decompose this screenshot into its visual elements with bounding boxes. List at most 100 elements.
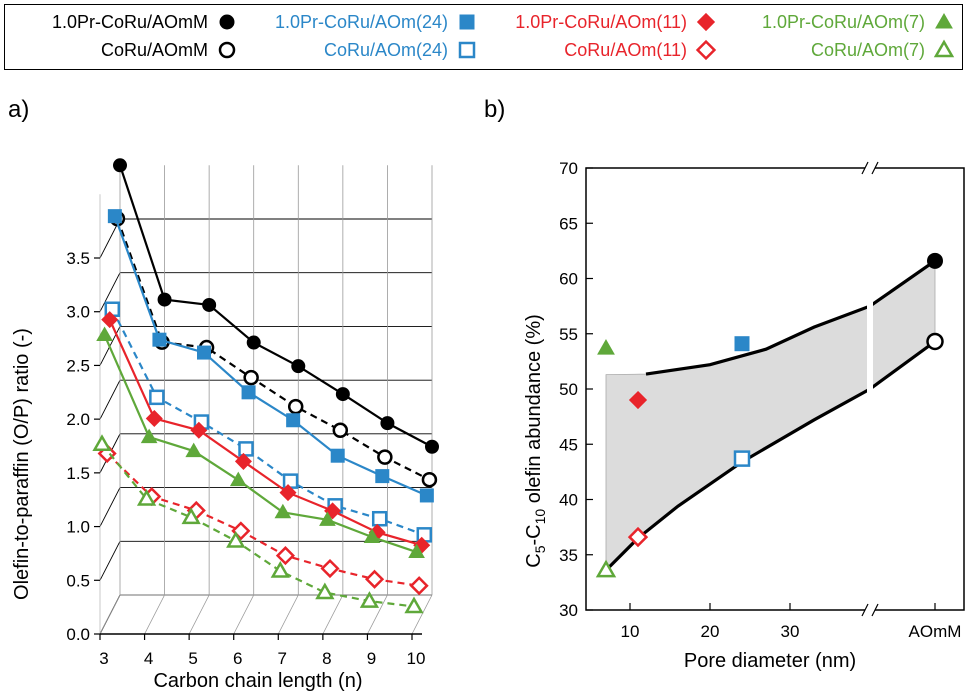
- chart-b-y-axis-label: C5-C10 olefin abundance (%): [523, 314, 548, 568]
- grid-line: [233, 594, 255, 635]
- legend-item-coru-aom-7: CoRu/AOm(7): [811, 39, 955, 61]
- legend-marker-circle: [218, 41, 236, 59]
- grid-line: [144, 594, 165, 635]
- series-line: [108, 319, 423, 547]
- axis-break-mark: [865, 607, 875, 613]
- triangle-marker-icon: [933, 39, 955, 58]
- chart-a-y-axis-label: Olefin-to-paraffin (O/P) ratio (-): [11, 328, 33, 600]
- axis-break-mark: [861, 161, 869, 175]
- data-point: [287, 398, 304, 415]
- data-point: [140, 428, 158, 444]
- x-tick-label: 3: [99, 649, 108, 668]
- data-point: [231, 521, 251, 541]
- y-tick-label: 0.0: [66, 625, 90, 644]
- data-point: [136, 489, 157, 506]
- data-point-coru-aom-7: [595, 559, 617, 578]
- circle-marker-icon: [218, 41, 236, 59]
- y-tick-label: 2.0: [66, 410, 90, 429]
- square-marker-icon: [459, 14, 475, 30]
- x-tick-label: 9: [367, 649, 376, 668]
- x-tick-label: 5: [188, 649, 197, 668]
- x-tick-label: 20: [701, 622, 720, 641]
- chart-a-series: [92, 158, 439, 614]
- x-tick-label: 10: [621, 622, 640, 641]
- data-point: [270, 561, 290, 578]
- chart-b-shaded-region: [604, 259, 936, 572]
- series-line: [103, 334, 417, 554]
- legend-marker-circle: [219, 14, 235, 30]
- chart-b-y-axis-label-sub2: 10: [532, 509, 548, 525]
- axis-break-mark: [871, 161, 879, 175]
- data-point: [190, 421, 208, 439]
- data-point: [238, 441, 254, 457]
- x-tick-label: 10: [407, 649, 426, 668]
- data-point: [421, 471, 438, 488]
- data-point: [243, 369, 259, 386]
- y-tick-label: 55: [559, 325, 578, 344]
- legend-marker-square: [458, 41, 476, 59]
- data-point: [404, 596, 424, 614]
- data-point-1-0pr-coru-aom-24: [734, 336, 750, 352]
- legend-label: CoRu/AOm(11): [564, 39, 687, 60]
- grid-line: [188, 594, 210, 635]
- x-tick-label: 30: [781, 622, 800, 641]
- data-point: [332, 422, 349, 439]
- chart-a-olefin-paraffin-ratio: 0.0 0.5 1.0 1.5 2.0 2.5 3.0 3.5 3 4 5 6 7 8 9 10 Carbon…: [11, 158, 439, 691]
- x-tick-label: 8: [322, 649, 331, 668]
- x-tick-label: 6: [233, 649, 242, 668]
- data-point: [409, 576, 429, 596]
- data-point: [425, 439, 439, 454]
- chart-b-olefin-abundance: 30 35 40 45 50 55 60 65 70 10 20 30 AOmM Pore diamet…: [523, 159, 965, 672]
- chart-b-y-axis-label-rest: olefin abundance (%): [523, 314, 545, 509]
- data-point-1-0pr-coru-aom-7: [597, 339, 615, 355]
- data-point-coru-aomm: [926, 332, 944, 351]
- grid-line: [99, 594, 121, 635]
- triangle-marker-icon: [935, 12, 953, 29]
- data-point: [234, 452, 252, 470]
- data-point: [335, 387, 350, 402]
- chart-b-y-axis-label-sub1: 5: [532, 545, 548, 553]
- data-point: [275, 546, 295, 566]
- grid-line: [277, 594, 299, 635]
- y-tick-label: 3.5: [66, 249, 90, 268]
- data-point: [279, 484, 297, 502]
- data-point: [319, 511, 336, 526]
- grid-line: [367, 594, 388, 635]
- data-point: [419, 488, 434, 503]
- chart-b-y-axis-label-mid: -C: [523, 524, 545, 545]
- axis-break-gap: [867, 278, 873, 412]
- y-tick-label: 35: [559, 546, 578, 565]
- series-line: [118, 164, 433, 448]
- data-point: [229, 471, 247, 487]
- data-point: [380, 416, 395, 431]
- series-1-0pr-coru-aomm: [113, 158, 439, 454]
- data-point: [365, 569, 385, 589]
- data-point: [315, 582, 335, 600]
- y-tick-label: 1.5: [66, 464, 90, 483]
- legend-label: CoRu/AOmM: [100, 39, 208, 60]
- panel-label-a: a): [8, 96, 30, 123]
- y-tick-label: 0.5: [66, 571, 90, 590]
- y-tick-label: 3.0: [66, 303, 90, 322]
- y-tick-label: 45: [559, 435, 578, 454]
- series-1-0pr-coru-aom-24: [107, 209, 434, 503]
- x-tick-label: 4: [144, 649, 153, 668]
- circle-marker-icon: [219, 14, 235, 30]
- chart-b-points: [595, 252, 944, 578]
- data-point: [375, 469, 390, 484]
- y-tick-label: 2.5: [66, 356, 90, 375]
- data-point-coru-aom-24: [733, 450, 751, 467]
- grid-line: [99, 272, 121, 312]
- legend-label: CoRu/AOm(7): [810, 39, 925, 60]
- legend-marker-triangle: [933, 39, 955, 58]
- legend-item-coru-aom-24: CoRu/AOm(24): [324, 39, 478, 61]
- data-point: [101, 311, 119, 329]
- axis-break-mark: [871, 603, 879, 617]
- data-point: [149, 389, 165, 406]
- legend-marker-triangle: [935, 12, 953, 29]
- legend-item-1-0pr-coru-aom-24: 1.0Pr-CoRu/AOm(24): [275, 11, 478, 33]
- data-point: [330, 448, 345, 463]
- data-point: [291, 359, 306, 374]
- legend-item-coru-aomm: CoRu/AOmM: [101, 39, 238, 61]
- data-point-1-0pr-coru-aomm: [927, 252, 943, 269]
